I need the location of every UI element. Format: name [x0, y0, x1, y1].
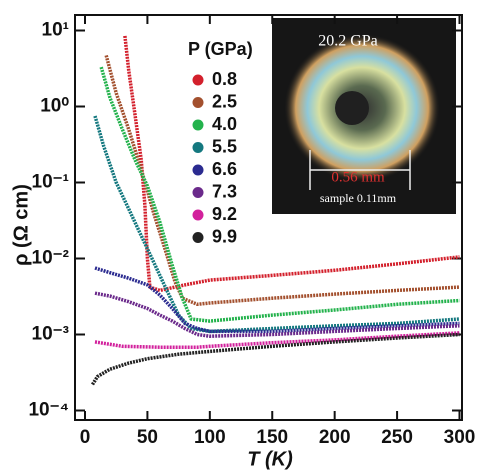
x-tick-label: 50: [137, 427, 158, 448]
legend-label: 9.2: [212, 204, 237, 224]
legend-label: 5.5: [212, 136, 237, 156]
plot-frame: [74, 14, 463, 421]
inset-sample-label: sample 0.11mm: [320, 191, 397, 205]
legend-marker: [192, 187, 204, 198]
legend-marker: [192, 142, 204, 153]
y-tick-label: 10⁻²: [32, 248, 70, 269]
data-line: [93, 115, 460, 334]
legend-label: 4.0: [212, 114, 237, 134]
inset-hole: [335, 91, 369, 125]
legend-label: 2.5: [212, 91, 237, 111]
x-tick-label: 250: [381, 427, 413, 448]
legend-label: 6.6: [212, 159, 237, 179]
y-tick-label: 10⁰: [40, 96, 69, 117]
inset-title: 20.2 GPa: [318, 33, 378, 50]
y-tick-label: 10¹: [42, 20, 69, 41]
legend-marker: [192, 97, 204, 108]
legend-label: 7.3: [212, 181, 237, 201]
y-axis-label: ρ (Ω cm): [10, 184, 32, 266]
legend-label: 0.8: [212, 69, 237, 89]
x-tick-label: 100: [194, 427, 226, 448]
x-axis-label: T (K): [247, 448, 293, 470]
y-tick-label: 10⁻⁴: [28, 400, 69, 421]
x-tick-label: 200: [319, 427, 351, 448]
legend-marker: [192, 119, 204, 131]
x-tick-label: 150: [256, 427, 288, 448]
legend-marker: [192, 209, 204, 221]
data-line: [94, 266, 460, 334]
legend-marker: [192, 164, 204, 176]
inset-photo: 20.2 GPa 0.56 mm sample 0.11mm: [272, 18, 456, 214]
x-tick-label: 0: [80, 427, 91, 448]
data-line: [94, 331, 460, 349]
data-line: [91, 332, 460, 386]
x-tick-label: 300: [444, 427, 476, 448]
inset-scale-bar: [309, 150, 411, 190]
legend-title: P (GPa): [188, 39, 253, 59]
y-tick-label: 10⁻¹: [32, 172, 70, 193]
legend-marker: [192, 232, 204, 243]
y-tick-label: 10⁻³: [32, 324, 70, 345]
data-line: [99, 66, 460, 323]
data-line: [94, 291, 460, 338]
data-line: [104, 54, 460, 307]
legend-label: 9.9: [212, 226, 237, 246]
legend-marker: [192, 74, 204, 86]
inset-scale: 0.56 mm: [331, 169, 385, 185]
